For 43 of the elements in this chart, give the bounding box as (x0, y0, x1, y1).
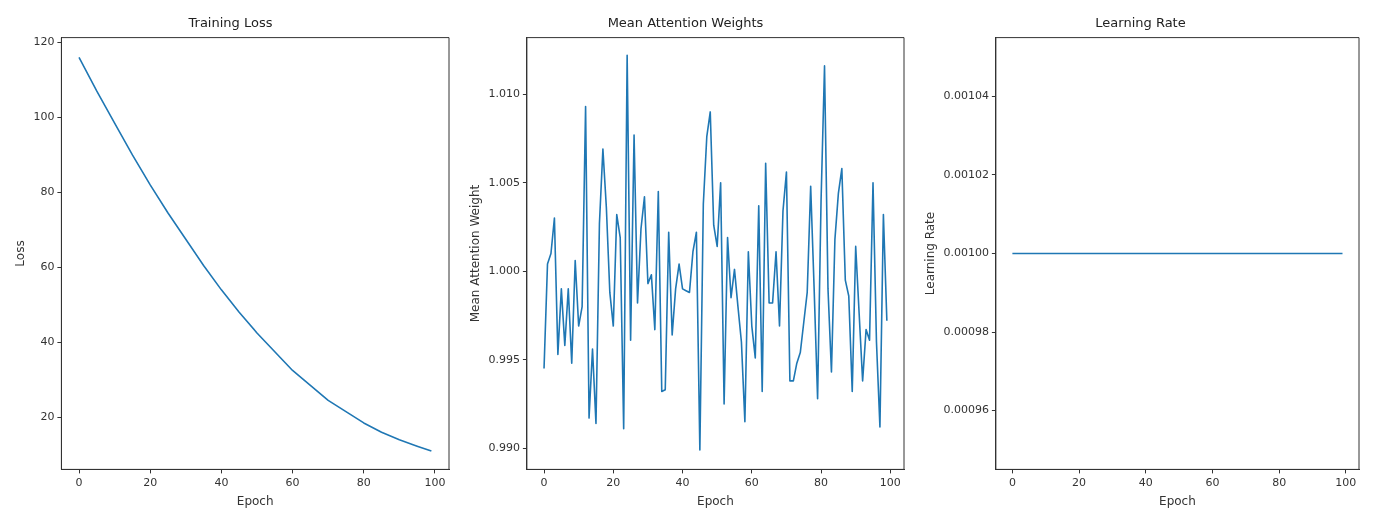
y-tick-label: 120 (33, 35, 55, 49)
x-tick-label: 80 (356, 475, 371, 489)
x-tick-label: 100 (879, 475, 901, 489)
chart-title: Learning Rate (1095, 15, 1186, 31)
y-tick-label: 0.00100 (943, 246, 989, 260)
y-tick-label: 80 (40, 185, 55, 199)
x-tick-label: 80 (814, 475, 829, 489)
y-tick-label: 0.995 (488, 352, 520, 366)
y-tick-label: 0.00098 (943, 324, 989, 338)
x-tick-label: 0 (75, 475, 83, 489)
x-tick-label: 100 (424, 475, 446, 489)
y-axis-title: Loss (13, 240, 28, 267)
y-tick-label: 0.990 (488, 441, 520, 455)
y-tick-label: 60 (40, 260, 55, 274)
y-tick-label: 1.000 (488, 264, 520, 278)
y-tick-label: 0.00096 (943, 403, 989, 417)
x-tick-label: 80 (1272, 475, 1287, 489)
x-tick-label: 40 (214, 475, 229, 489)
chart-title: Training Loss (187, 15, 273, 31)
chart-title: Mean Attention Weights (607, 15, 764, 31)
x-tick-label: 40 (675, 475, 690, 489)
y-tick-label: 1.010 (488, 87, 520, 101)
y-axis-title: Mean Attention Weight (468, 184, 483, 323)
y-axis-title: Learning Rate (923, 211, 938, 296)
x-tick-label: 20 (606, 475, 621, 489)
x-tick-label: 40 (1138, 475, 1153, 489)
y-tick-label: 40 (40, 335, 55, 349)
y-tick-label: 0.00102 (943, 167, 989, 181)
x-tick-label: 60 (744, 475, 759, 489)
x-axis-title: Epoch (1159, 493, 1196, 508)
y-tick-label: 0.00104 (943, 89, 989, 103)
y-tick-label: 100 (33, 110, 55, 124)
x-tick-label: 100 (1335, 475, 1357, 489)
x-tick-label: 0 (540, 475, 548, 489)
y-tick-label: 20 (40, 410, 55, 424)
x-tick-label: 20 (1072, 475, 1087, 489)
x-tick-label: 60 (1205, 475, 1220, 489)
y-tick-label: 1.005 (488, 175, 520, 189)
x-tick-label: 20 (143, 475, 158, 489)
x-tick-label: 60 (285, 475, 300, 489)
x-axis-title: Epoch (697, 493, 734, 508)
x-tick-label: 0 (1008, 475, 1016, 489)
x-axis-title: Epoch (236, 493, 274, 508)
